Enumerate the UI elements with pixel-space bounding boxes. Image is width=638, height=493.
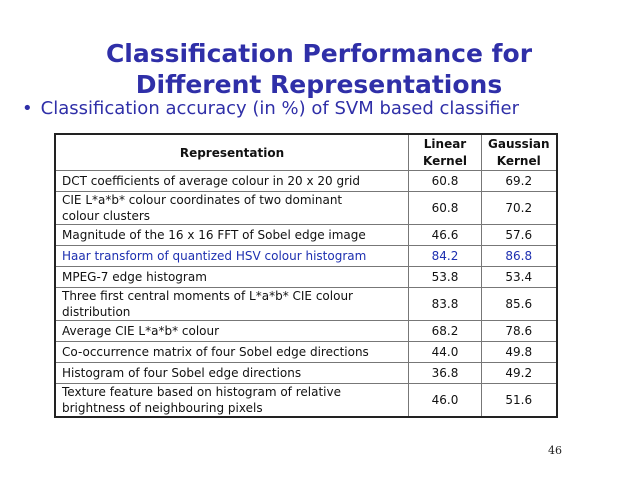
row-representation-line-1: Three first central moments of L*a*b* CI… xyxy=(62,289,353,303)
table-row: Histogram of four Sobel edge directions … xyxy=(54,362,558,384)
row-representation: Texture feature based on histogram of re… xyxy=(54,383,409,418)
row-representation: CIE L*a*b* colour coordinates of two dom… xyxy=(54,191,409,225)
row-gaussian-value: 85.6 xyxy=(480,287,558,321)
row-gaussian-value: 69.2 xyxy=(480,170,558,192)
row-representation: Co-occurrence matrix of four Sobel edge … xyxy=(54,341,409,363)
row-representation: MPEG-7 edge histogram xyxy=(54,266,409,288)
slide-title-line-1: Classification Performance for xyxy=(105,39,533,68)
row-representation-line-2: brightness of neighbouring pixels xyxy=(62,401,263,415)
row-representation-line-1: Texture feature based on histogram of re… xyxy=(62,385,341,399)
header-linear-line-2: Kernel xyxy=(423,153,467,168)
bullet-text: Classification accuracy (in %) of SVM ba… xyxy=(40,98,519,119)
row-linear-value: 46.6 xyxy=(408,224,482,246)
slide-title: Classification Performance for Different… xyxy=(0,38,638,100)
page-number: 46 xyxy=(548,444,562,457)
table-row: CIE L*a*b* colour coordinates of two dom… xyxy=(54,191,558,225)
row-gaussian-value: 78.6 xyxy=(480,320,558,342)
row-linear-value: 60.8 xyxy=(408,170,482,192)
header-linear-line-1: Linear xyxy=(423,136,467,151)
row-representation-line-2: distribution xyxy=(62,305,131,319)
row-representation: DCT coefficients of average colour in 20… xyxy=(54,170,409,192)
header-gaussian-line-1: Gaussian xyxy=(488,136,550,151)
header-linear-kernel: Linear Kernel xyxy=(408,133,482,171)
bullet-marker: • xyxy=(22,98,33,119)
row-gaussian-value: 57.6 xyxy=(480,224,558,246)
row-linear-value: 83.8 xyxy=(408,287,482,321)
row-gaussian-value: 86.8 xyxy=(480,245,558,267)
table-row: Average CIE L*a*b* colour 68.2 78.6 xyxy=(54,320,558,342)
table-row-highlighted: Haar transform of quantized HSV colour h… xyxy=(54,245,558,267)
row-representation: Average CIE L*a*b* colour xyxy=(54,320,409,342)
row-linear-value: 44.0 xyxy=(408,341,482,363)
slide-title-line-2: Different Representations xyxy=(135,70,503,99)
row-representation-line-2: colour clusters xyxy=(62,209,151,223)
row-representation-line-1: CIE L*a*b* colour coordinates of two dom… xyxy=(62,193,343,207)
row-representation: Haar transform of quantized HSV colour h… xyxy=(54,245,409,267)
table-row: Co-occurrence matrix of four Sobel edge … xyxy=(54,341,558,363)
header-gaussian-kernel: Gaussian Kernel xyxy=(480,133,558,171)
row-linear-value: 60.8 xyxy=(408,191,482,225)
row-linear-value: 53.8 xyxy=(408,266,482,288)
row-linear-value: 84.2 xyxy=(408,245,482,267)
row-gaussian-value: 51.6 xyxy=(480,383,558,418)
row-representation: Three first central moments of L*a*b* CI… xyxy=(54,287,409,321)
table-row: Three first central moments of L*a*b* CI… xyxy=(54,287,558,321)
row-gaussian-value: 49.8 xyxy=(480,341,558,363)
row-linear-value: 46.0 xyxy=(408,383,482,418)
row-linear-value: 36.8 xyxy=(408,362,482,384)
table-row: DCT coefficients of average colour in 20… xyxy=(54,170,558,192)
results-table: Representation Linear Kernel Gaussian Kern… xyxy=(54,133,558,418)
row-gaussian-value: 70.2 xyxy=(480,191,558,225)
table-row: MPEG-7 edge histogram 53.8 53.4 xyxy=(54,266,558,288)
table-row: Magnitude of the 16 x 16 FFT of Sobel ed… xyxy=(54,224,558,246)
header-gaussian-line-2: Kernel xyxy=(496,153,541,168)
row-representation: Histogram of four Sobel edge directions xyxy=(54,362,409,384)
row-representation: Magnitude of the 16 x 16 FFT of Sobel ed… xyxy=(54,224,409,246)
table-header-row: Representation Linear Kernel Gaussian Kern… xyxy=(54,133,558,171)
bullet-point: • Classification accuracy (in %) of SVM b… xyxy=(22,98,519,119)
header-representation: Representation xyxy=(54,133,409,171)
table-row: Texture feature based on histogram of re… xyxy=(54,383,558,418)
row-linear-value: 68.2 xyxy=(408,320,482,342)
row-gaussian-value: 49.2 xyxy=(480,362,558,384)
row-gaussian-value: 53.4 xyxy=(480,266,558,288)
